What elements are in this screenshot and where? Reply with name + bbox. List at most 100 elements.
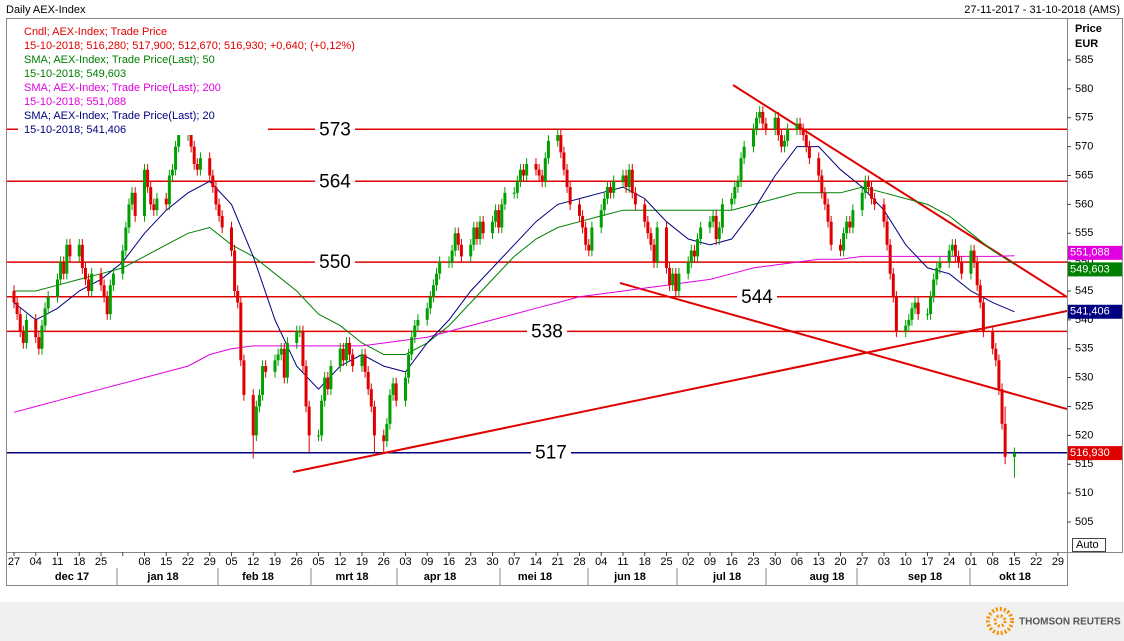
candle-body	[208, 158, 212, 176]
x-tick-label: 16	[443, 556, 455, 568]
candle-body	[947, 250, 951, 263]
level-label-bg	[737, 286, 777, 307]
axis-frame	[1067, 18, 1123, 553]
date-range: 27-11-2017 - 31-10-2018 (AMS)	[964, 4, 1120, 16]
candle-body	[543, 158, 547, 182]
x-tick-label: 10	[900, 556, 912, 568]
candle-body	[904, 325, 908, 332]
candle-body	[469, 244, 473, 257]
candle-body	[773, 117, 777, 130]
candle-body	[453, 233, 457, 251]
candle-body	[950, 244, 954, 251]
candle-body	[282, 348, 286, 378]
last-value-box	[1068, 245, 1122, 260]
legend-entry: SMA; AEX-Index; Trade Price(Last); 200	[24, 82, 221, 94]
y-tick-label: 525	[1075, 400, 1093, 412]
candle-body	[711, 215, 715, 222]
candle-body	[55, 279, 59, 297]
y-tick-label: 535	[1075, 343, 1093, 355]
candle-body	[481, 221, 485, 234]
candle-body	[177, 135, 181, 147]
candle-body	[285, 342, 289, 378]
x-tick-label: 16	[726, 556, 738, 568]
y-tick-label: 585	[1075, 54, 1093, 66]
candle-body	[167, 175, 171, 205]
x-tick-label: 25	[660, 556, 672, 568]
candle-body	[801, 129, 805, 136]
candle-body	[494, 210, 498, 222]
candle-body	[428, 296, 432, 309]
auto-label[interactable]: Auto	[1076, 539, 1099, 551]
candle-body	[764, 123, 768, 130]
x-tick-label: 24	[943, 556, 955, 568]
candle-body	[77, 244, 81, 257]
sma-line	[14, 186, 1015, 355]
candle-body	[459, 244, 463, 257]
candle-body	[559, 135, 563, 153]
candle-body	[751, 129, 755, 147]
candle-body	[602, 198, 606, 211]
candle-body	[845, 221, 849, 234]
candle-body	[388, 394, 392, 424]
candle-body	[12, 291, 16, 303]
candle-body	[717, 227, 721, 240]
candle-body	[351, 354, 355, 367]
y-tick-label: 505	[1075, 516, 1093, 528]
candle-body	[581, 215, 585, 228]
candle-body	[994, 348, 998, 361]
candle-body	[916, 302, 920, 315]
candle-body	[975, 262, 979, 286]
candle-body	[891, 273, 895, 297]
candle-body	[957, 256, 961, 263]
candle-body	[804, 135, 808, 147]
y-tick-label: 545	[1075, 285, 1093, 297]
candle-body	[192, 146, 196, 164]
candle-body	[83, 267, 87, 280]
y-unit: EUR	[1075, 38, 1098, 50]
candle-body	[534, 163, 538, 170]
month-label: jan 18	[146, 571, 178, 583]
candle-body	[630, 169, 634, 193]
candle-body	[242, 360, 246, 395]
candle-body	[214, 187, 218, 205]
candle-body	[108, 285, 112, 315]
legend-entry: 15-10-2018; 516,280; 517,900; 512,670; 5…	[24, 40, 355, 52]
last-value-label: 541,406	[1070, 306, 1110, 318]
level-label-bg	[315, 252, 355, 273]
candle-body	[105, 296, 109, 315]
candle-body	[929, 296, 933, 315]
candle-body	[46, 296, 50, 309]
candle-body	[1003, 423, 1007, 457]
candle-body	[888, 244, 892, 274]
candle-body	[960, 262, 964, 274]
candle-body	[236, 291, 240, 303]
x-tick-label: 02	[682, 556, 694, 568]
x-tick-label: 08	[138, 556, 150, 568]
candle-body	[798, 123, 802, 130]
candle-body	[382, 435, 386, 442]
x-tick-label: 22	[1030, 556, 1042, 568]
x-tick-label: 04	[30, 556, 42, 568]
candle-body	[407, 354, 411, 378]
month-label: mei 18	[518, 571, 552, 583]
candle-body	[910, 308, 914, 320]
legend-entry: Cndl; AEX-Index; Trade Price	[24, 26, 167, 38]
candle-body	[599, 210, 603, 228]
auto-button[interactable]	[1072, 538, 1106, 552]
candle-body	[273, 360, 277, 372]
candle-body	[556, 135, 560, 141]
candle-body	[43, 308, 47, 326]
candle-body	[826, 204, 830, 222]
y-tick-label: 560	[1075, 198, 1093, 210]
candle-body	[102, 285, 106, 297]
x-tick-label: 28	[573, 556, 585, 568]
candle-body	[385, 423, 389, 442]
candle-body	[341, 348, 345, 361]
candle-body	[276, 354, 280, 361]
candle-body	[435, 273, 439, 286]
candle-body	[605, 187, 609, 199]
candle-body	[866, 181, 870, 188]
candle-body	[525, 163, 529, 176]
candle-body	[326, 377, 330, 390]
candle-body	[938, 262, 942, 268]
